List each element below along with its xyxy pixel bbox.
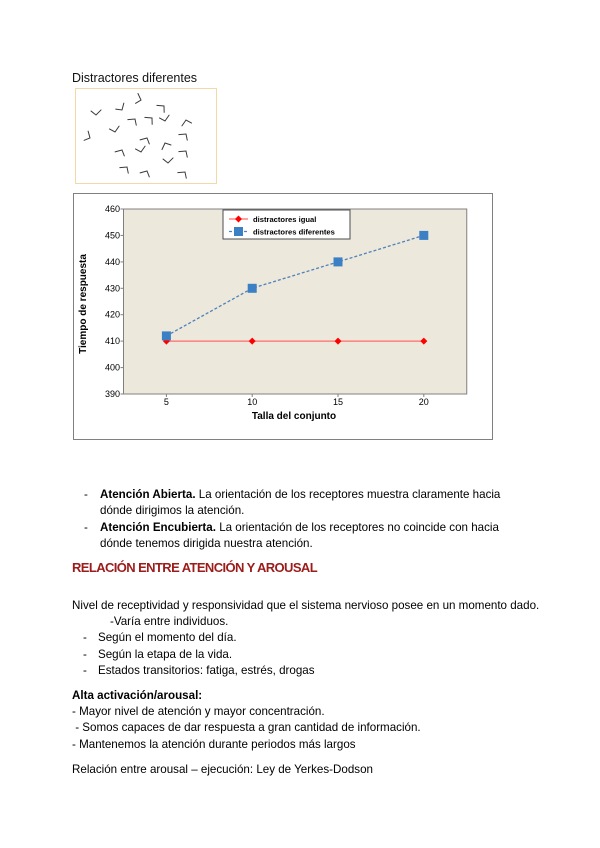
svg-text:460: 460 — [105, 204, 120, 214]
svg-text:5: 5 — [164, 397, 169, 407]
svg-text:distractores igual: distractores igual — [253, 215, 316, 224]
svg-text:430: 430 — [105, 283, 120, 293]
svg-text:390: 390 — [105, 389, 120, 399]
svg-text:20: 20 — [419, 397, 429, 407]
svg-text:distractores diferentes: distractores diferentes — [253, 228, 335, 237]
svg-text:450: 450 — [105, 230, 120, 240]
svg-text:440: 440 — [105, 257, 120, 267]
svg-text:10: 10 — [247, 397, 257, 407]
svg-text:Talla del conjunto: Talla del conjunto — [252, 411, 336, 422]
svg-text:Tiempo de respuesta: Tiempo de respuesta — [78, 254, 89, 354]
svg-text:420: 420 — [105, 310, 120, 320]
svg-text:15: 15 — [333, 397, 343, 407]
svg-text:400: 400 — [105, 363, 120, 373]
svg-text:410: 410 — [105, 336, 120, 346]
